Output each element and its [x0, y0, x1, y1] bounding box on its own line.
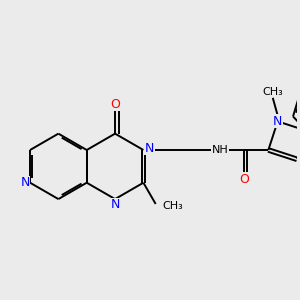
Text: O: O	[110, 98, 120, 111]
Text: NH: NH	[212, 145, 229, 155]
Text: N: N	[110, 199, 120, 212]
Text: CH₃: CH₃	[262, 87, 283, 97]
Text: O: O	[239, 173, 249, 186]
Text: N: N	[145, 142, 154, 155]
Text: N: N	[273, 115, 282, 128]
Text: CH₃: CH₃	[162, 201, 183, 211]
Text: N: N	[20, 176, 30, 189]
